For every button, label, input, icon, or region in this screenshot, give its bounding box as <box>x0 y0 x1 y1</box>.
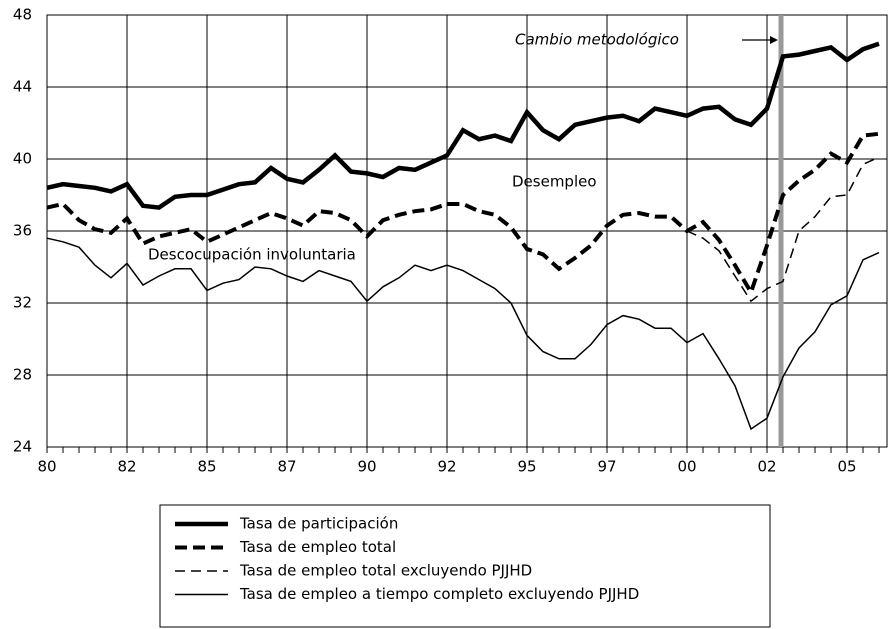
y-tick-label: 40 <box>13 150 32 168</box>
y-tick-label: 24 <box>13 438 32 456</box>
legend-label: Tasa de empleo a tiempo completo excluye… <box>239 585 639 603</box>
x-tick-label: 90 <box>357 458 376 476</box>
x-tick-label: 87 <box>277 458 296 476</box>
annotation-arrowhead <box>770 36 778 44</box>
y-tick-label: 28 <box>13 366 32 384</box>
x-tick-label: 95 <box>517 458 536 476</box>
x-tick-label: 05 <box>837 458 856 476</box>
y-tick-label: 36 <box>13 222 32 240</box>
y-tick-label: 44 <box>13 78 32 96</box>
x-tick-label: 82 <box>117 458 136 476</box>
x-tick-label: 92 <box>437 458 456 476</box>
legend-label: Tasa de participación <box>239 515 398 533</box>
annotation: Descocupación involuntaria <box>148 246 356 264</box>
x-tick-label: 85 <box>197 458 216 476</box>
series-line <box>46 41 880 210</box>
legend-label: Tasa de empleo total excluyendo PJJHD <box>239 562 532 580</box>
series-line <box>46 131 880 297</box>
plot-frame <box>46 14 888 448</box>
annotation: Desempleo <box>512 173 597 191</box>
y-tick-label: 32 <box>13 294 32 312</box>
series-line <box>686 156 880 303</box>
x-tick-label: 97 <box>597 458 616 476</box>
legend-box <box>159 504 771 628</box>
legend-label: Tasa de empleo total <box>239 538 396 556</box>
y-tick-label: 48 <box>13 6 32 24</box>
x-tick-label: 02 <box>757 458 776 476</box>
series-line <box>46 237 880 431</box>
x-tick-label: 80 <box>37 458 56 476</box>
x-tick-label: 00 <box>677 458 696 476</box>
annotation: Cambio metodológico <box>515 31 679 49</box>
